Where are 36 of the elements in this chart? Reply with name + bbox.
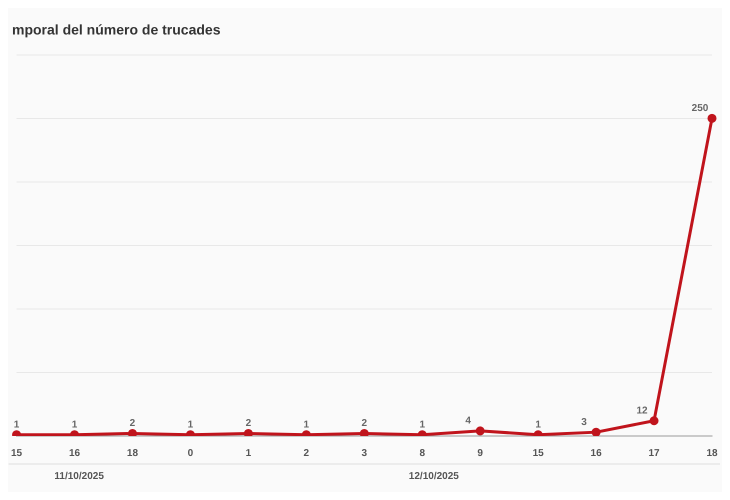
x-tick-label: 8	[419, 448, 426, 459]
chart-title: mporal del número de trucades	[12, 21, 221, 38]
text: 11/10/2025	[54, 470, 104, 482]
point	[128, 428, 137, 436]
point	[708, 114, 716, 123]
data-label: 12	[636, 406, 648, 416]
x-tick-label: 16	[590, 448, 602, 459]
x-tick-label: 17	[648, 448, 660, 459]
x-tick-label: 18	[126, 448, 138, 459]
data-label: 2	[246, 418, 252, 430]
x-tick-label: 2	[304, 448, 310, 459]
data-label: 1	[14, 419, 20, 430]
text: 12/10/2025	[408, 470, 460, 482]
point	[592, 428, 601, 436]
point	[244, 428, 253, 436]
x-tick-label: 18	[706, 448, 718, 459]
x-tick-label: 3	[362, 448, 368, 459]
x-tick-label: 1	[246, 448, 252, 459]
data-label: 250	[692, 103, 709, 114]
data-label: 1	[72, 419, 78, 430]
x-tick-label: 0	[188, 448, 194, 459]
x-tick-label: 9	[477, 448, 484, 459]
data-label: 1	[188, 419, 194, 430]
point	[360, 428, 369, 436]
x-tick-label: 15	[532, 448, 544, 459]
data-label: 1	[419, 419, 426, 430]
x-tick-label: 15	[11, 448, 23, 459]
data-label: 2	[362, 418, 368, 430]
point	[476, 426, 485, 436]
x-tick-label: 16	[68, 448, 81, 459]
point	[650, 416, 659, 426]
data-label: 4	[465, 416, 472, 427]
data-label: 1	[535, 419, 542, 430]
data-label: 3	[581, 416, 588, 428]
data-label: 1	[304, 419, 310, 430]
data-label: 2	[130, 418, 136, 430]
